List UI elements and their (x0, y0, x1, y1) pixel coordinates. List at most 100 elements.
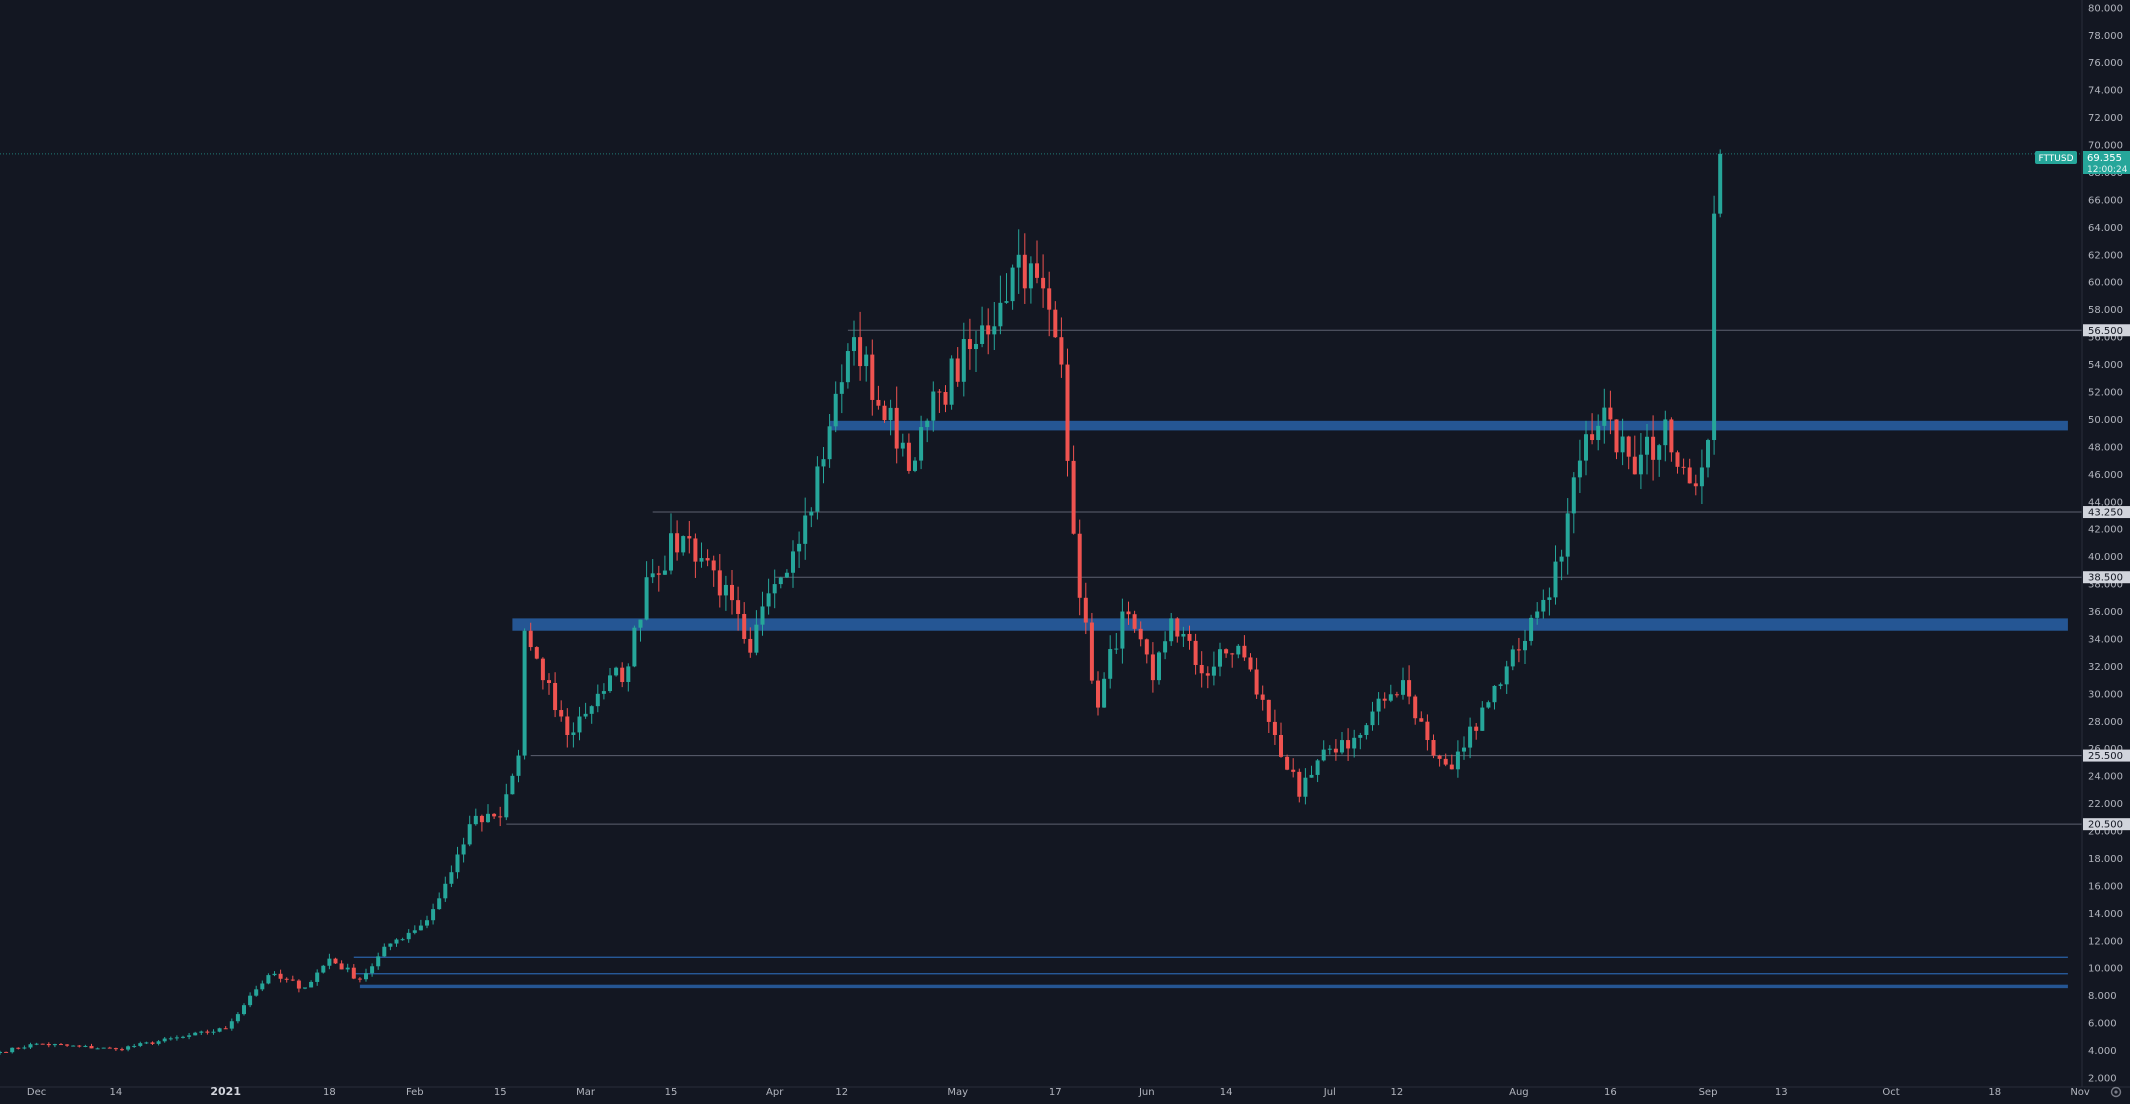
candle-body (565, 716, 570, 735)
candle-up (473, 808, 478, 826)
candle-down (1297, 768, 1302, 803)
time-tick-label: Mar (576, 1087, 596, 1098)
candle-up (699, 542, 704, 568)
candle-body (1126, 611, 1131, 615)
candle-down (742, 602, 747, 644)
candle-body (1022, 254, 1027, 289)
candle-body (888, 407, 893, 421)
candle-body (260, 983, 265, 990)
candle-down (1254, 657, 1259, 699)
candle-body (1590, 434, 1595, 441)
time-tick-label: 12 (835, 1087, 848, 1098)
candle-down (205, 1029, 210, 1035)
candle-up (864, 346, 869, 382)
candle-up (577, 706, 582, 741)
candle-up (1565, 498, 1570, 575)
candle-body (736, 600, 741, 614)
candle-up (0, 1050, 2, 1055)
candle-up (925, 418, 930, 443)
candle-down (1132, 610, 1137, 633)
candle-up (1169, 612, 1174, 646)
price-tick-label: 38.000 (2088, 580, 2123, 591)
candle-up (22, 1045, 27, 1050)
candle-down (717, 554, 722, 608)
candle-body (974, 343, 978, 350)
candle-body (217, 1028, 222, 1032)
candle-up (376, 952, 381, 970)
candle-up (1455, 740, 1460, 778)
candle-body (1144, 639, 1149, 655)
candle-down (967, 318, 972, 370)
candle-body (1523, 640, 1527, 651)
candle-body (839, 382, 844, 394)
candle-down (553, 672, 558, 718)
candle-up (723, 575, 728, 611)
candle-up (1016, 229, 1021, 294)
candle-body (370, 966, 375, 974)
candle-body (1382, 698, 1387, 701)
candle-body (1163, 641, 1168, 653)
candle-body (425, 920, 429, 926)
price-tick-label: 60.000 (2088, 278, 2123, 289)
candle-body (827, 426, 832, 460)
candle-up (1718, 149, 1723, 218)
candle-body (742, 613, 747, 639)
candle-body (711, 560, 716, 571)
level-price-label: 25.500 (2088, 751, 2123, 762)
candle-down (1590, 413, 1595, 445)
candle-body (120, 1049, 124, 1051)
candle-body (1364, 725, 1369, 735)
candle-down (351, 964, 356, 980)
price-tick-label: 70.000 (2088, 141, 2123, 152)
candle-down (1413, 694, 1418, 725)
candle-body (1260, 694, 1265, 700)
settings-gear-icon[interactable] (2110, 1086, 2122, 1098)
candle-body (412, 930, 417, 933)
candle-body (589, 706, 594, 714)
candle-up (1577, 439, 1582, 494)
candle-body (516, 755, 521, 776)
candle-body (1663, 419, 1668, 446)
candle-down (906, 433, 911, 474)
candle-down (1138, 621, 1143, 647)
candle-body (601, 691, 606, 694)
candle-body (235, 1014, 240, 1022)
time-axis[interactable]: Dec 14 2021 18 Feb 15 Mar 15 Apr 12 May 17 Jun 14 Jul 1… (0, 1085, 2130, 1098)
candle-body (479, 815, 484, 823)
candle-up (1638, 433, 1643, 490)
candle-body (1620, 436, 1625, 453)
candle-up (571, 722, 576, 748)
candle-up (662, 555, 667, 575)
price-zone (829, 420, 2068, 431)
price-tick-label: 76.000 (2088, 58, 2123, 69)
time-tick-label: 13 (1775, 1087, 1788, 1098)
price-zone (359, 984, 2068, 989)
candle-body (437, 898, 442, 910)
candle-up (778, 576, 783, 589)
candle-down (333, 957, 338, 965)
candle-down (1047, 271, 1052, 337)
candle-body (1254, 669, 1259, 695)
candle-body (894, 407, 899, 449)
candle-body (431, 909, 436, 921)
price-axis[interactable]: 2.000 4.000 6.000 8.000 10.000 12.000 14.000 16… (2081, 0, 2130, 1087)
candle-up (992, 301, 997, 351)
candle-up (980, 306, 985, 348)
candle-body (534, 647, 539, 659)
candle-body (1181, 633, 1186, 637)
candle-up (1327, 745, 1332, 755)
level-price-label: 20.500 (2088, 820, 2123, 831)
candle-down (1651, 415, 1656, 481)
candle-body (1632, 456, 1637, 475)
candle-up (1157, 651, 1161, 685)
candle-body (461, 844, 466, 855)
candle-body (1535, 611, 1540, 618)
candle-body (754, 624, 759, 653)
candle-body (144, 1042, 149, 1044)
candle-up (1114, 632, 1119, 654)
candle-down (559, 700, 564, 722)
candle-down (1407, 665, 1412, 705)
candle-up (382, 943, 387, 957)
